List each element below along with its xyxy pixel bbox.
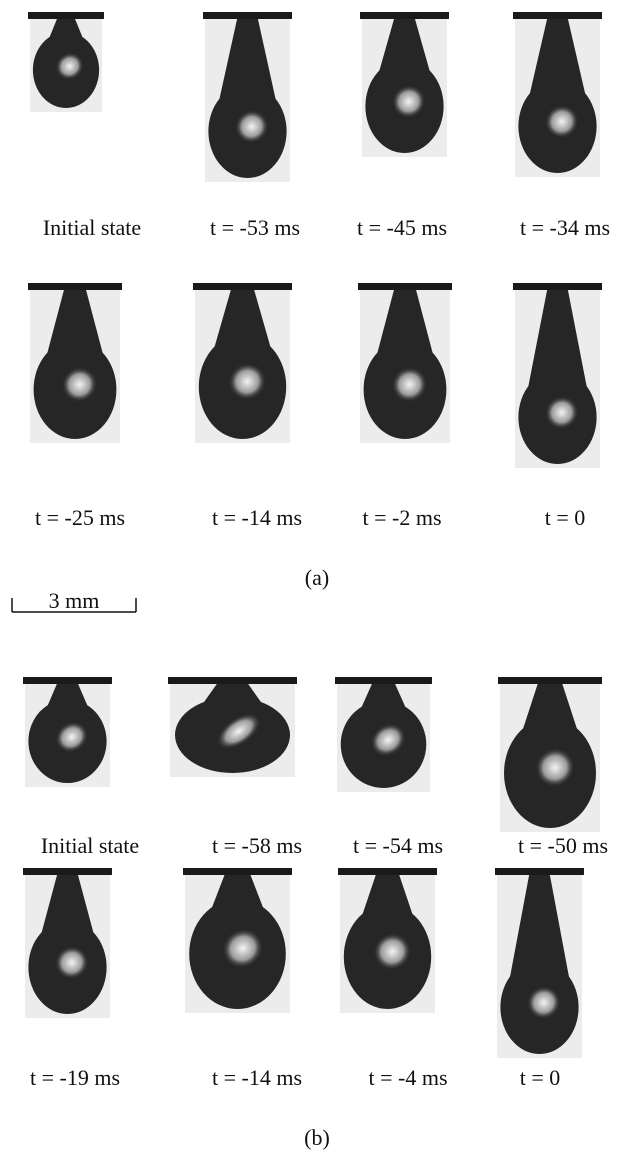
needle-plate [183,868,292,875]
droplet-frame [193,283,292,443]
droplet-frame [23,677,112,787]
frame-label: t = 0 [520,1065,561,1090]
needle-plate [495,868,584,875]
needle-plate [498,677,602,684]
frame-label: t = -45 ms [357,215,447,240]
frame-label: t = -54 ms [353,833,443,858]
needle-plate [513,12,602,19]
frame-label: t = -4 ms [368,1065,447,1090]
needle-plate [335,677,432,684]
droplet-frame [498,677,602,832]
droplet-frame [495,868,584,1058]
droplet-frame [28,12,104,112]
needle-plate [28,12,104,19]
frame-label: Initial state [43,215,141,240]
droplet-frame [513,283,602,468]
needle-plate [193,283,292,290]
panel-label: (b) [304,1125,330,1150]
droplet-frame [23,868,112,1018]
frame-label: t = -34 ms [520,215,610,240]
droplet-frame [183,868,292,1013]
frame-label: t = -50 ms [518,833,608,858]
droplet-frame [360,12,449,157]
needle-plate [168,677,297,684]
frame-label: t = 0 [545,505,586,530]
droplet-frame [168,677,297,777]
needle-plate [513,283,602,290]
needle-plate [338,868,437,875]
frame-label: t = -14 ms [212,1065,302,1090]
frame-label: t = -19 ms [30,1065,120,1090]
frame-label: Initial state [41,833,139,858]
frame-label: t = -53 ms [210,215,300,240]
frame-label: t = -58 ms [212,833,302,858]
frame-label: t = -14 ms [212,505,302,530]
needle-plate [23,868,112,875]
frame-label: t = -2 ms [362,505,441,530]
needle-plate [358,283,452,290]
frame-label: t = -25 ms [35,505,125,530]
droplet-frame [358,283,452,443]
figure: 3 mm (a) (b) Initial state t = -53 ms t = … [0,0,631,1157]
needle-plate [360,12,449,19]
scale-bar: 3 mm [12,588,136,613]
scale-label: 3 mm [49,588,100,613]
needle-plate [23,677,112,684]
needle-plate [203,12,292,19]
needle-plate [28,283,122,290]
droplet-frame [338,868,437,1013]
droplet-frame [513,12,602,177]
droplet-frame [28,283,122,443]
panel-label: (a) [305,565,329,590]
droplet-frame [203,12,292,182]
droplet-frame [335,677,432,792]
